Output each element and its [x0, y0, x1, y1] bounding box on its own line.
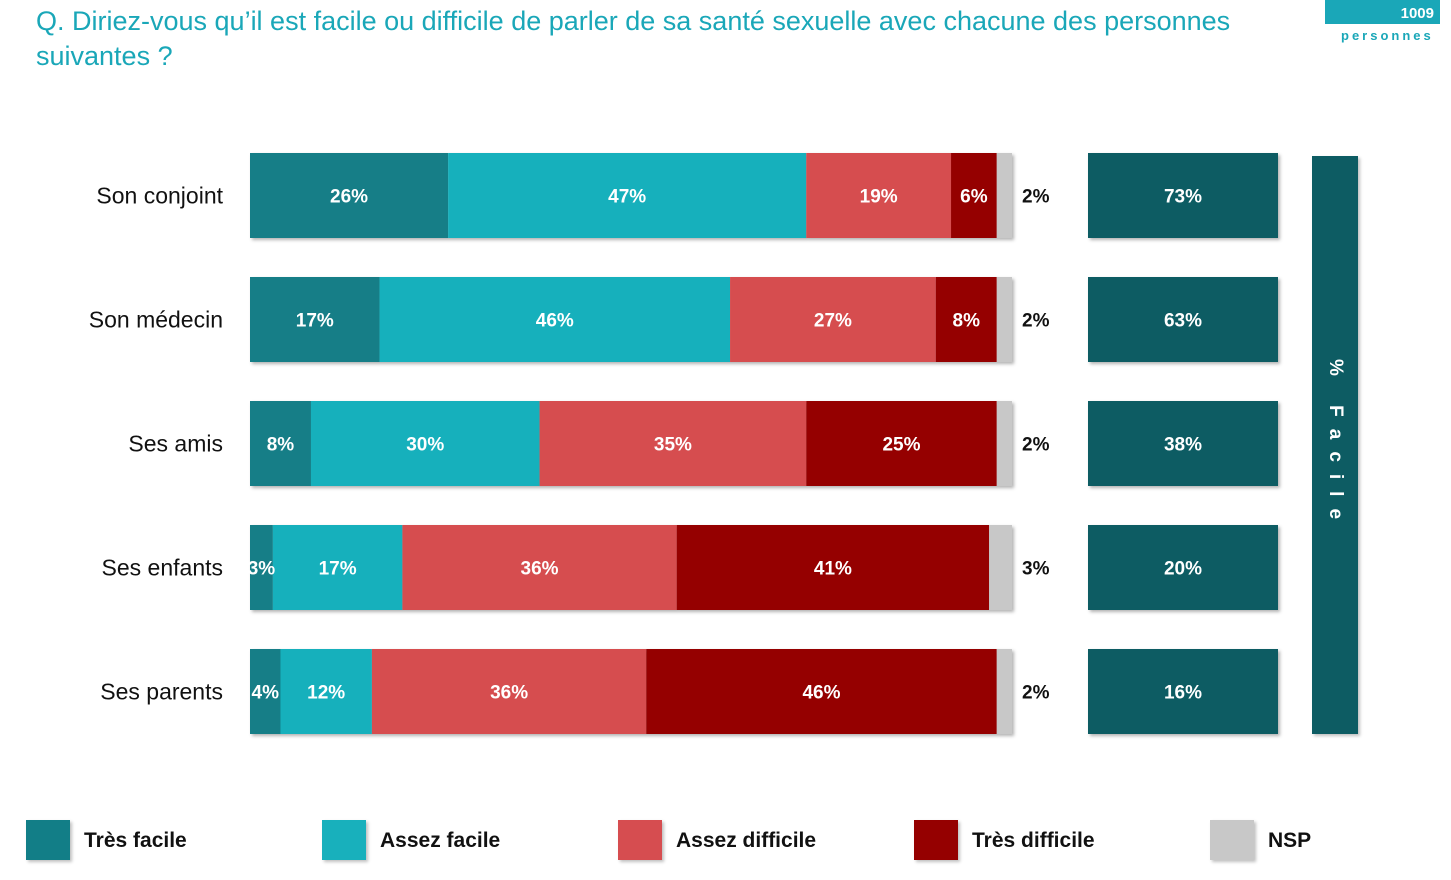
bar-segment-nsp — [996, 649, 1012, 734]
data-label-tres_facile: 4% — [252, 683, 280, 704]
sample-size-bar: 1009 — [1325, 0, 1440, 24]
bar-segment-tres_difficile — [935, 277, 997, 362]
data-label-tres_difficile: 46% — [802, 683, 840, 704]
data-label-tres_facile: 3% — [248, 559, 276, 580]
bar-segment-assez_difficile — [402, 525, 677, 610]
legend-swatch — [322, 820, 366, 860]
bar-row — [250, 277, 1012, 362]
data-label-nsp: 3% — [1022, 559, 1050, 580]
data-label-tres_facile: 17% — [296, 311, 334, 332]
bar-segment-tres_facile — [250, 277, 380, 362]
data-label-assez_difficile: 27% — [814, 311, 852, 332]
legend-label: NSP — [1268, 829, 1312, 852]
bar-segment-tres_facile — [250, 401, 311, 486]
bar-segment-assez_facile — [310, 401, 540, 486]
category-label: Son conjoint — [96, 183, 223, 209]
bar-segment-assez_difficile — [806, 153, 952, 238]
category-label: Son médecin — [89, 307, 223, 333]
bar-segment-tres_difficile — [806, 401, 997, 486]
category-label: Ses enfants — [102, 555, 223, 581]
data-label-assez_difficile: 36% — [521, 559, 559, 580]
total-facile-box — [1088, 277, 1278, 362]
total-facile-value: 73% — [1164, 187, 1202, 208]
category-label: Ses amis — [128, 431, 223, 457]
total-facile-header: % Facile — [1312, 156, 1358, 734]
data-label-assez_facile: 46% — [536, 311, 574, 332]
sample-count: 1009 — [1400, 5, 1434, 22]
bar-segment-assez_difficile — [730, 277, 936, 362]
bar-segment-assez_difficile — [371, 649, 647, 734]
data-label-assez_difficile: 35% — [654, 435, 692, 456]
legend-swatch — [26, 820, 70, 860]
bar-segment-tres_difficile — [646, 649, 997, 734]
total-facile-box — [1088, 525, 1278, 610]
data-label-assez_difficile: 19% — [860, 187, 898, 208]
bar-segment-nsp — [996, 153, 1012, 238]
data-label-nsp: 2% — [1022, 435, 1050, 456]
bar-segment-assez_facile — [448, 153, 807, 238]
total-facile-label: % Facile — [1325, 358, 1346, 532]
data-label-tres_difficile: 25% — [882, 435, 920, 456]
total-facile-value: 16% — [1164, 683, 1202, 704]
bar-row — [250, 525, 1012, 610]
bar-segment-nsp — [996, 401, 1012, 486]
data-label-tres_difficile: 41% — [814, 559, 852, 580]
legend-label: Assez facile — [380, 829, 501, 852]
total-facile-value: 38% — [1164, 435, 1202, 456]
total-facile-value: 63% — [1164, 311, 1202, 332]
bar-segment-tres_difficile — [951, 153, 997, 238]
legend-swatch — [618, 820, 662, 860]
bar-segment-assez_facile — [280, 649, 372, 734]
bar-row — [250, 649, 1012, 734]
legend-label: Très facile — [84, 829, 187, 852]
data-label-assez_facile: 30% — [406, 435, 444, 456]
legend-label: Assez difficile — [676, 829, 817, 852]
bar-segment-nsp — [989, 525, 1012, 610]
total-facile-box — [1088, 649, 1278, 734]
bar-segment-tres_facile — [250, 153, 449, 238]
data-label-tres_facile: 8% — [267, 435, 295, 456]
bar-segment-assez_facile — [272, 525, 403, 610]
data-label-assez_facile: 17% — [319, 559, 357, 580]
data-label-assez_facile: 12% — [307, 683, 345, 704]
legend-label: Très difficile — [972, 829, 1095, 852]
bar-segment-assez_difficile — [539, 401, 807, 486]
legend-swatch — [914, 820, 958, 860]
bar-segment-assez_facile — [379, 277, 731, 362]
total-facile-box — [1088, 153, 1278, 238]
bar-row — [250, 153, 1012, 238]
category-label: Ses parents — [100, 679, 223, 705]
bar-segment-tres_difficile — [676, 525, 990, 610]
bar-segment-tres_facile — [250, 525, 273, 610]
bar-segment-tres_facile — [250, 649, 281, 734]
sample-unit: personnes — [1341, 28, 1434, 43]
sample-size-badge: 1009 personnes — [1325, 0, 1440, 46]
data-label-nsp: 2% — [1022, 683, 1050, 704]
bar-segment-nsp — [996, 277, 1012, 362]
data-label-tres_facile: 26% — [330, 187, 368, 208]
total-facile-value: 20% — [1164, 559, 1202, 580]
legend-swatch — [1210, 820, 1254, 860]
data-label-tres_difficile: 6% — [960, 187, 988, 208]
data-label-nsp: 2% — [1022, 187, 1050, 208]
data-label-assez_facile: 47% — [608, 187, 646, 208]
data-label-assez_difficile: 36% — [490, 683, 528, 704]
data-label-nsp: 2% — [1022, 311, 1050, 332]
bar-row — [250, 401, 1012, 486]
question-title: Q. Diriez-vous qu’il est facile ou diffi… — [36, 6, 1231, 71]
data-label-tres_difficile: 8% — [953, 311, 981, 332]
total-facile-box — [1088, 401, 1278, 486]
